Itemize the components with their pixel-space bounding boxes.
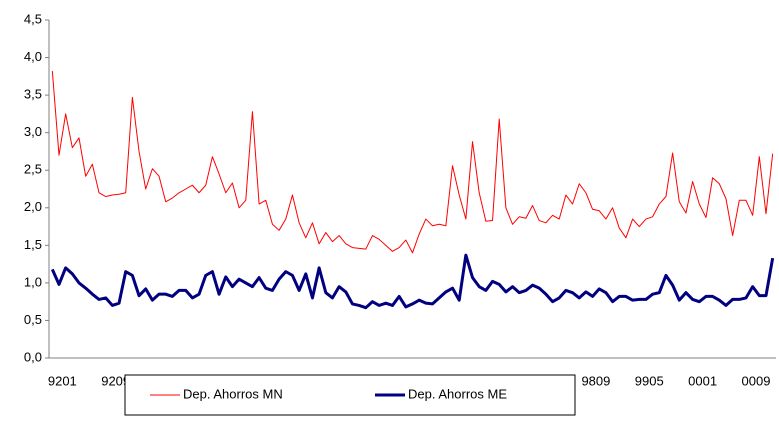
x-tick-label: 0001 — [688, 373, 717, 388]
y-tick-label: 4,0 — [24, 49, 42, 64]
legend-box — [124, 374, 576, 416]
series-line — [50, 253, 775, 310]
y-tick-label: 2,0 — [24, 199, 42, 214]
y-tick-label: 1,5 — [24, 237, 42, 252]
y-tick-label: 1,0 — [24, 274, 42, 289]
legend-label: Dep. Ahorros ME — [408, 386, 507, 401]
series-line — [51, 71, 774, 254]
y-tick-label: 0,5 — [24, 312, 42, 327]
y-tick-label: 3,5 — [24, 87, 42, 102]
x-tick-label: 9209 — [101, 373, 130, 388]
y-tick-label: 2,5 — [24, 162, 42, 177]
x-tick-label: 0009 — [742, 373, 771, 388]
x-tick-label: 9809 — [581, 373, 610, 388]
legend-label: Dep. Ahorros MN — [183, 386, 283, 401]
x-tick-label: 9201 — [48, 373, 77, 388]
x-tick-label: 9905 — [635, 373, 664, 388]
y-tick-label: 4,5 — [24, 11, 42, 26]
y-tick-label: 0,0 — [24, 349, 42, 364]
y-tick-label: 3,0 — [24, 124, 42, 139]
